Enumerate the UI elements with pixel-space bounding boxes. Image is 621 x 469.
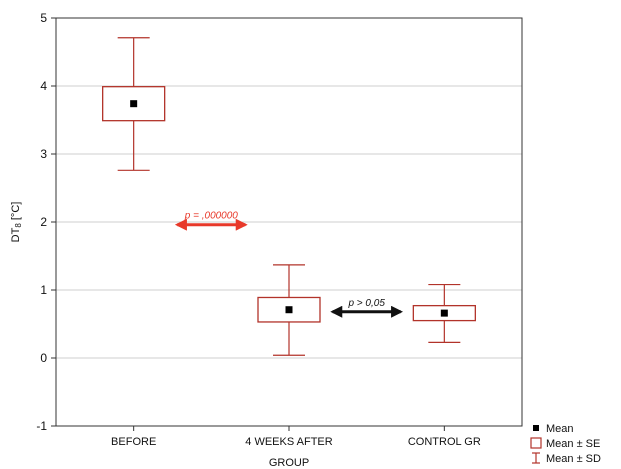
y-axis-label: DT8 [°C] [10, 202, 23, 243]
legend-label: Mean ± SD [546, 453, 601, 465]
significance-label: p = ,000000 [184, 211, 239, 222]
legend-entry: Mean ± SD [532, 452, 601, 465]
legend-se-icon [530, 437, 542, 449]
box-group [257, 264, 321, 356]
annotations: p = ,000000 p > 0,05 [174, 211, 404, 318]
box-group [102, 37, 166, 171]
legend-entry: Mean [533, 423, 574, 435]
x-tick-label: BEFORE [111, 436, 156, 448]
y-axis-label-unit: [°C] [10, 202, 22, 224]
y-axis-ticks: 5 4 3 2 1 0 -1 [36, 11, 56, 433]
x-axis-ticks: BEFORE 4 WEEKS AFTER CONTROL GR [111, 426, 481, 448]
significance-label: p > 0,05 [347, 298, 385, 309]
y-axis-label-subscript: 8 [14, 223, 23, 228]
y-tick-label: 2 [40, 215, 47, 229]
y-tick-label: 3 [40, 147, 47, 161]
x-tick-label: CONTROL GR [408, 436, 481, 448]
y-tick-label: -1 [36, 419, 47, 433]
box-series [102, 37, 476, 356]
x-tick-label: 4 WEEKS AFTER [245, 436, 332, 448]
y-tick-label: 5 [40, 11, 47, 25]
legend: Mean Mean ± SE Mean ± SD [530, 423, 601, 465]
legend-label: Mean [546, 423, 574, 435]
mean-marker [130, 100, 138, 108]
y-tick-label: 4 [40, 79, 47, 93]
mean-marker [440, 309, 448, 317]
legend-mean-icon [533, 425, 539, 431]
legend-entry: Mean ± SE [530, 437, 600, 450]
y-tick-label: 0 [40, 351, 47, 365]
y-axis-label-main: DT [10, 227, 22, 242]
mean-marker [285, 306, 293, 314]
x-axis-label: GROUP [269, 457, 309, 469]
legend-label: Mean ± SE [546, 438, 600, 450]
y-tick-label: 1 [40, 283, 47, 297]
box-group [412, 283, 476, 343]
